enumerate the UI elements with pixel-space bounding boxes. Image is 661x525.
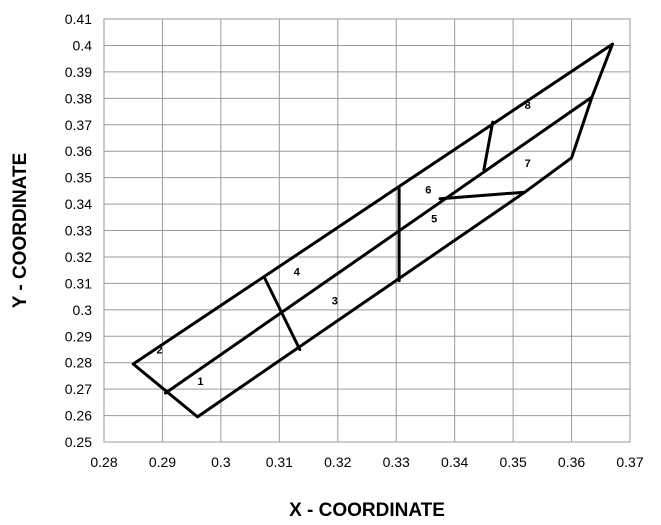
region-label: 5 — [431, 214, 437, 226]
y-tick-label: 0.39 — [65, 64, 92, 80]
divider-line — [163, 95, 594, 395]
y-tick-label: 0.29 — [65, 328, 92, 344]
y-axis-ticks: 0.41 0.4 0.39 0.38 0.37 0.36 0.35 0.34 0.33 0.32 0… — [65, 11, 92, 450]
y-tick-label: 0.33 — [65, 223, 92, 239]
x-axis-ticks: 0.28 0.29 0.3 0.31 0.32 0.33 0.34 0.35 0.36 0.37 — [90, 454, 643, 470]
grid — [103, 18, 631, 443]
region-label: 6 — [425, 185, 431, 197]
y-tick-label: 0.35 — [65, 170, 92, 186]
divider-line — [438, 190, 527, 201]
x-tick-label: 0.37 — [616, 454, 643, 470]
region-label: 2 — [156, 344, 162, 356]
x-tick-label: 0.29 — [149, 454, 176, 470]
y-tick-label: 0.37 — [65, 117, 92, 133]
y-tick-label: 0.26 — [65, 408, 92, 424]
x-tick-label: 0.34 — [441, 454, 468, 470]
x-tick-label: 0.36 — [558, 454, 585, 470]
y-tick-label: 0.28 — [65, 355, 92, 371]
region-labels: 1 2 3 4 5 6 7 8 — [156, 100, 530, 388]
x-tick-label: 0.33 — [383, 454, 410, 470]
x-tick-label: 0.3 — [211, 454, 231, 470]
y-tick-label: 0.32 — [65, 249, 92, 265]
region-label: 8 — [525, 100, 531, 112]
y-tick-label: 0.36 — [65, 143, 92, 159]
divider-line — [482, 120, 495, 172]
x-tick-label: 0.32 — [324, 454, 351, 470]
y-tick-label: 0.27 — [65, 381, 92, 397]
x-tick-label: 0.35 — [499, 454, 526, 470]
x-tick-label: 0.31 — [266, 454, 293, 470]
divider-line — [263, 276, 302, 351]
outer-boundary-line — [131, 42, 614, 419]
region-label: 4 — [294, 266, 301, 278]
region-label: 7 — [525, 158, 531, 170]
y-tick-label: 0.34 — [65, 196, 92, 212]
y-tick-label: 0.3 — [73, 302, 93, 318]
y-tick-label: 0.38 — [65, 90, 92, 106]
x-tick-label: 0.28 — [90, 454, 117, 470]
region-label: 3 — [332, 296, 338, 308]
boundary-lines — [131, 42, 614, 419]
y-tick-label: 0.25 — [65, 434, 92, 450]
y-tick-label: 0.41 — [65, 11, 92, 27]
y-tick-label: 0.4 — [73, 37, 93, 53]
y-axis-title: Y - COORDINATE — [10, 153, 31, 309]
region-label: 1 — [197, 376, 203, 388]
y-tick-label: 0.31 — [65, 275, 92, 291]
x-axis-title: X - COORDINATE — [289, 500, 445, 521]
